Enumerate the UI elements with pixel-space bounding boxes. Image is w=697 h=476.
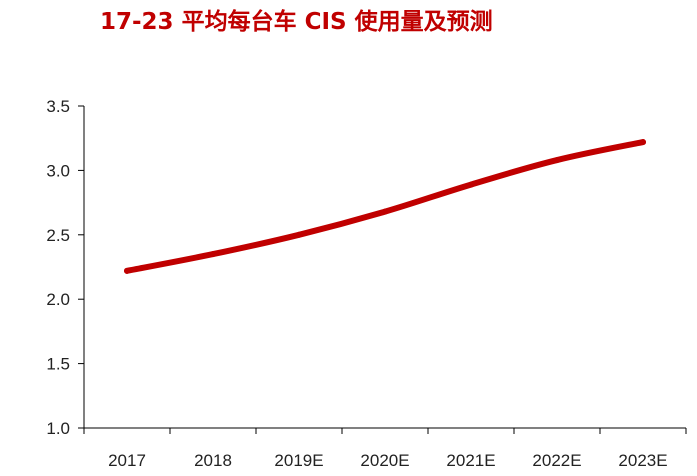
data-point-2023E xyxy=(640,139,646,146)
y-tick-label: 1.0 xyxy=(46,419,70,438)
data-point-2019E xyxy=(296,231,302,238)
data-point-2020E xyxy=(382,208,388,215)
y-tick-label: 3.0 xyxy=(46,161,70,180)
y-tick-label: 2.0 xyxy=(46,290,70,309)
x-tick-label: 2020E xyxy=(360,451,409,470)
x-tick-label: 2022E xyxy=(532,451,581,470)
data-point-2022E xyxy=(554,157,560,164)
y-tick-label: 2.5 xyxy=(46,226,70,245)
y-axis: 1.0 1.5 2.0 2.5 3.0 3.5 xyxy=(46,97,85,438)
x-tick-label: 2018 xyxy=(194,451,232,470)
x-axis: 2017 2018 2019E 2020E 2021E 2022E 2023E xyxy=(83,427,687,470)
x-tick-label: 2021E xyxy=(446,451,495,470)
x-tick-label: 2019E xyxy=(274,451,323,470)
data-point-2018 xyxy=(210,251,216,258)
x-tick-label: 2023E xyxy=(618,451,667,470)
chart-title: 17-23 平均每台车 CIS 使用量及预测 xyxy=(100,9,493,35)
data-point-2021E xyxy=(468,181,474,188)
y-tick-label: 3.5 xyxy=(46,97,70,116)
y-tick-label: 1.5 xyxy=(46,355,70,374)
series-layer xyxy=(124,139,646,274)
x-tick-label: 2017 xyxy=(108,451,146,470)
data-point-2017 xyxy=(124,267,130,274)
series-line-0 xyxy=(124,139,646,274)
